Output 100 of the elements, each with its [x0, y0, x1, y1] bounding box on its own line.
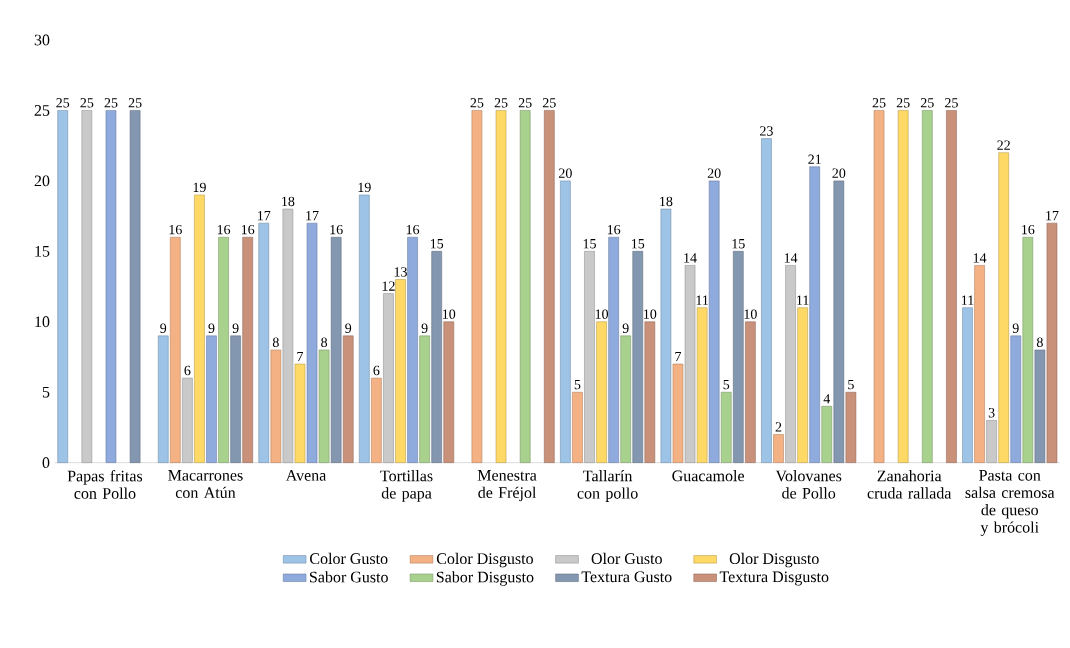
bar [922, 110, 933, 463]
data-label: 25 [470, 98, 484, 108]
bar [572, 391, 583, 463]
data-label: 25 [896, 98, 910, 108]
data-label: 5 [848, 379, 854, 390]
data-label: 16 [169, 224, 182, 235]
x-tick-label: Pasta con salsa cremosa de queso y brócoli [965, 470, 1055, 536]
bar [672, 363, 684, 463]
data-label: 11 [962, 295, 974, 305]
data-label: 9 [345, 323, 352, 333]
bar [157, 335, 169, 463]
data-label: 9 [1012, 323, 1019, 333]
data-label: 14 [784, 253, 798, 263]
bar [897, 110, 909, 463]
x-tick-label: Volovanes de Pollo [775, 470, 842, 499]
y-tick-label: 10 [35, 316, 50, 328]
data-label: 10 [443, 309, 456, 319]
y-tick-label: 30 [34, 34, 50, 46]
data-label: 20 [707, 168, 721, 178]
data-label: 9 [208, 323, 215, 333]
data-label: 17 [1046, 210, 1059, 221]
bar [596, 321, 607, 463]
y-tick-label: 0 [42, 457, 50, 469]
x-tick-label: Menestra de Fréjol [477, 470, 537, 502]
data-label: 15 [732, 239, 745, 249]
data-label: 16 [217, 224, 231, 235]
data-label: 25 [80, 98, 94, 108]
data-label: 2 [775, 422, 782, 432]
bar [632, 251, 644, 463]
data-label: 16 [607, 224, 621, 235]
y-tick-label: 25 [34, 105, 50, 116]
bar [684, 265, 696, 463]
bar [974, 265, 985, 463]
bar [873, 110, 885, 463]
bar [194, 194, 205, 463]
bar [809, 166, 820, 463]
data-label: 8 [321, 337, 328, 348]
bar [282, 208, 294, 463]
data-label: 18 [282, 196, 295, 207]
x-tick-label: Zanahoria cruda rallada [867, 470, 952, 499]
bar [720, 391, 732, 463]
bar [660, 208, 672, 463]
data-label: 19 [358, 182, 371, 193]
bar [129, 110, 141, 463]
legend-label: Sabor Disgusto [436, 571, 534, 586]
bar [258, 222, 270, 463]
bar [471, 110, 483, 463]
data-label: 15 [430, 239, 444, 249]
data-label: 9 [622, 323, 629, 333]
bar [773, 434, 784, 463]
data-label: 10 [744, 309, 757, 319]
data-label: 20 [832, 168, 846, 178]
bar [745, 321, 756, 463]
data-label: 18 [660, 196, 673, 207]
data-label: 25 [494, 98, 508, 108]
legend-label: Textura Gusto [581, 571, 672, 583]
data-label: 25 [518, 98, 532, 108]
x-tick-label: Papas fritas con Pollo [67, 470, 143, 499]
bar [270, 349, 282, 463]
y-tick-label: 5 [42, 386, 50, 398]
bar [733, 251, 744, 463]
bar [371, 377, 382, 463]
data-label: 7 [297, 351, 304, 362]
bar [608, 236, 619, 463]
bar [708, 180, 720, 463]
data-label: 14 [684, 253, 697, 263]
bar [845, 391, 857, 463]
bar [962, 307, 973, 463]
legend-label: Textura Disgusto [719, 571, 829, 586]
legend-label: Color Disgusto [436, 552, 533, 568]
data-label: 25 [542, 98, 556, 108]
data-label: 21 [808, 154, 821, 164]
data-label: 22 [997, 140, 1010, 150]
bar [1046, 222, 1058, 463]
bar [242, 236, 253, 463]
bar [431, 251, 442, 463]
legend-label: Olor Disgusto [729, 552, 819, 568]
x-tick-label: Avena [285, 470, 327, 481]
data-label: 25 [872, 98, 886, 108]
bar [495, 110, 507, 463]
x-tick-label: Tortillas de papa [380, 470, 433, 502]
bar [230, 335, 241, 463]
bar [206, 335, 217, 463]
bar [1022, 236, 1034, 463]
data-label: 14 [973, 253, 987, 263]
data-label: 11 [696, 295, 708, 305]
data-label: 8 [272, 337, 279, 348]
data-label: 9 [232, 323, 239, 333]
data-label: 6 [373, 365, 380, 376]
bar [57, 110, 69, 463]
data-label: 16 [330, 224, 343, 235]
x-tick-label: Macarrones con Atún [168, 470, 243, 498]
bar [170, 236, 181, 463]
bar [620, 335, 631, 463]
data-label: 3 [988, 408, 995, 418]
data-label: 12 [382, 281, 395, 291]
data-label: 16 [241, 224, 255, 235]
legend-label: Sabor Gusto [310, 571, 388, 583]
data-label: 13 [394, 267, 407, 277]
bar [306, 222, 318, 463]
